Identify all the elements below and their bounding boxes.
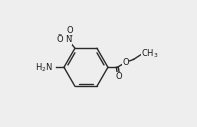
Text: O: O [115, 72, 122, 81]
Text: H$_2$N: H$_2$N [35, 61, 53, 74]
Text: $^{+}$: $^{+}$ [68, 34, 74, 40]
Text: O: O [122, 58, 129, 67]
Text: O: O [66, 26, 73, 35]
Text: O: O [57, 35, 63, 44]
Text: $^{-}$: $^{-}$ [58, 32, 63, 38]
Text: N: N [65, 35, 71, 44]
Text: CH$_3$: CH$_3$ [141, 48, 159, 60]
